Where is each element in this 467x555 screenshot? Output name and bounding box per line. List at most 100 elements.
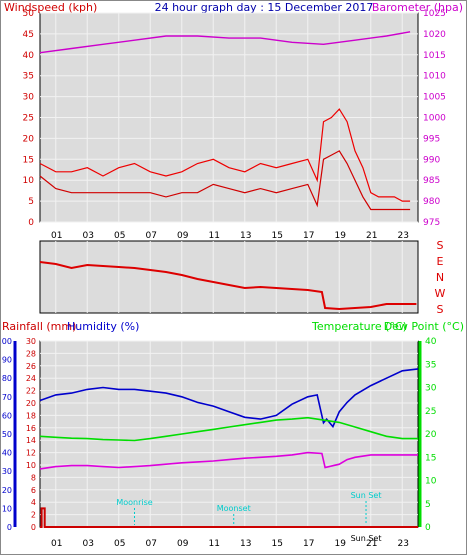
humidity-y-tick-label: 80 bbox=[2, 374, 12, 383]
direction-label: S bbox=[437, 239, 444, 252]
humidity-y-tick-label: 20 bbox=[2, 486, 12, 495]
temp-y-tick-label: 35 bbox=[425, 360, 436, 370]
humidity-y-tick-label: 10 bbox=[2, 504, 12, 513]
rain-series-line bbox=[40, 507, 418, 528]
wind-direction-plot-area bbox=[39, 240, 419, 314]
astro-event-label: Sun Set bbox=[351, 491, 382, 500]
x-tick-label: 01 bbox=[51, 231, 62, 241]
humidity-y-tick-label: 90 bbox=[2, 356, 12, 365]
dewpoint-axis-title: Dew Point (°C) bbox=[384, 320, 464, 333]
wind-y-tick-label: 10 bbox=[23, 176, 35, 186]
x-tick-label: 21 bbox=[366, 539, 377, 549]
temp-y-tick-label: 5 bbox=[425, 500, 431, 510]
x-tick-label: 09 bbox=[177, 539, 189, 549]
temperature-axis-title: Temperature (°C) bbox=[311, 320, 407, 333]
windspeed-axis-title: Windspeed (kph) bbox=[4, 1, 97, 14]
x-tick-label: 13 bbox=[240, 231, 251, 241]
rain-y-tick-label: 0 bbox=[31, 523, 36, 532]
rain-y-tick-label: 18 bbox=[26, 411, 36, 420]
rain-y-tick-label: 26 bbox=[26, 362, 36, 371]
temp-y-tick-label: 15 bbox=[425, 453, 436, 463]
x-tick-label: 23 bbox=[398, 539, 409, 549]
humidity-y-tick-label: 60 bbox=[2, 411, 12, 420]
baro-y-tick-label: 995 bbox=[423, 134, 440, 144]
humidity-y-tick-label: 40 bbox=[2, 449, 12, 458]
baro-y-tick-label: 1025 bbox=[423, 9, 446, 19]
rain-y-tick-label: 20 bbox=[26, 399, 36, 408]
astro-event-label: Moonrise bbox=[116, 498, 152, 507]
humidity-y-tick-label: 50 bbox=[2, 430, 12, 439]
temp-series-line bbox=[39, 416, 418, 442]
direction-label: N bbox=[436, 271, 444, 284]
x-tick-label: 07 bbox=[146, 231, 157, 241]
rainfall-axis-title: Rainfall (mm) bbox=[2, 320, 76, 333]
baro-y-tick-label: 990 bbox=[423, 155, 440, 165]
humidity-axis-title: Humidity (%) bbox=[67, 320, 139, 333]
graph-title: 24 hour graph day : 15 December 2017 bbox=[155, 1, 374, 14]
wind-y-tick-label: 15 bbox=[23, 155, 34, 165]
x-tick-label: 09 bbox=[177, 231, 189, 241]
humidity-series-line bbox=[39, 368, 419, 429]
direction-label: E bbox=[437, 255, 444, 268]
rain-y-tick-label: 4 bbox=[31, 498, 36, 507]
rain-y-tick-label: 30 bbox=[26, 337, 36, 346]
wind-y-tick-label: 20 bbox=[23, 134, 35, 144]
baro-y-tick-label: 985 bbox=[423, 176, 440, 186]
dew-series-line bbox=[39, 451, 418, 470]
rain-y-tick-label: 6 bbox=[31, 486, 36, 495]
rain-y-tick-label: 16 bbox=[26, 424, 36, 433]
temp-y-tick-label: 25 bbox=[425, 407, 436, 417]
x-tick-label: 19 bbox=[335, 231, 347, 241]
x-tick-label: 21 bbox=[366, 231, 377, 241]
wind-y-tick-label: 50 bbox=[23, 9, 35, 19]
x-tick-label: 11 bbox=[209, 231, 220, 241]
x-tick-label: 03 bbox=[83, 539, 94, 549]
baro-y-tick-label: 1010 bbox=[423, 72, 446, 82]
x-tick-label: 13 bbox=[240, 539, 251, 549]
humidity-y-tick-label: 70 bbox=[2, 393, 12, 402]
x-tick-label: 15 bbox=[272, 231, 283, 241]
rain-y-tick-label: 14 bbox=[26, 436, 36, 445]
wind-y-tick-label: 5 bbox=[28, 197, 34, 207]
temp-y-tick-label: 0 bbox=[425, 523, 431, 533]
astro-event-label: Sun Set bbox=[351, 534, 382, 543]
astro-event-label: Moonset bbox=[217, 504, 251, 513]
x-tick-label: 17 bbox=[303, 539, 314, 549]
baro-y-tick-label: 1020 bbox=[423, 30, 446, 40]
x-tick-label: 07 bbox=[146, 539, 157, 549]
x-tick-label: 17 bbox=[303, 231, 314, 241]
temp-y-tick-label: 40 bbox=[425, 337, 437, 347]
baro-series-line bbox=[39, 31, 411, 54]
x-tick-label: 03 bbox=[83, 231, 94, 241]
x-tick-label: 11 bbox=[209, 539, 220, 549]
humidity-y-tick-label: 30 bbox=[2, 467, 12, 476]
baro-y-tick-label: 1015 bbox=[423, 51, 446, 61]
rain-y-tick-label: 24 bbox=[26, 374, 36, 383]
wind-y-tick-label: 25 bbox=[23, 114, 34, 124]
gust-series-line bbox=[39, 108, 411, 202]
wind-y-tick-label: 30 bbox=[23, 93, 35, 103]
baro-y-tick-label: 980 bbox=[423, 197, 440, 207]
rain-y-tick-label: 2 bbox=[31, 511, 36, 520]
baro-y-tick-label: 1005 bbox=[423, 93, 446, 103]
barometer-axis-title: Barometer (hpa) bbox=[372, 1, 463, 14]
x-tick-label: 05 bbox=[114, 539, 125, 549]
wind-y-tick-label: 45 bbox=[23, 30, 34, 40]
baro-y-tick-label: 1000 bbox=[423, 114, 446, 124]
x-tick-label: 05 bbox=[114, 231, 125, 241]
wind-y-tick-label: 0 bbox=[28, 218, 34, 228]
baro-y-tick-label: 975 bbox=[423, 218, 440, 228]
rain-y-tick-label: 10 bbox=[26, 461, 36, 470]
wind-y-tick-label: 35 bbox=[23, 72, 34, 82]
humidity-y-tick-label: 100 bbox=[0, 337, 12, 346]
temp-y-tick-label: 30 bbox=[425, 384, 437, 394]
rain-y-tick-label: 28 bbox=[26, 349, 36, 358]
wind-direction-line bbox=[39, 261, 417, 311]
rain-y-tick-label: 22 bbox=[26, 387, 36, 396]
x-tick-label: 15 bbox=[272, 539, 283, 549]
rain-y-tick-label: 8 bbox=[31, 473, 36, 482]
direction-label: S bbox=[437, 303, 444, 316]
direction-label: W bbox=[435, 287, 446, 300]
x-tick-label: 19 bbox=[335, 539, 347, 549]
